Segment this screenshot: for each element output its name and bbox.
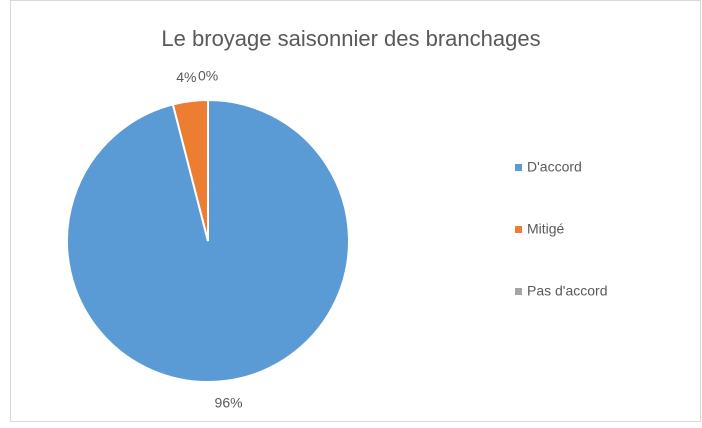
data-label: 96% (215, 394, 243, 410)
legend-swatch (515, 164, 522, 171)
legend-label: Pas d'accord (527, 283, 608, 299)
legend-label: Mitigé (527, 221, 565, 237)
data-label: 0% (198, 68, 218, 84)
legend-swatch (515, 288, 522, 295)
legend-label: D'accord (527, 159, 582, 175)
data-label: 4% (176, 69, 196, 85)
legend-swatch (515, 226, 522, 233)
chart-title: Le broyage saisonnier des branchages (161, 26, 540, 51)
